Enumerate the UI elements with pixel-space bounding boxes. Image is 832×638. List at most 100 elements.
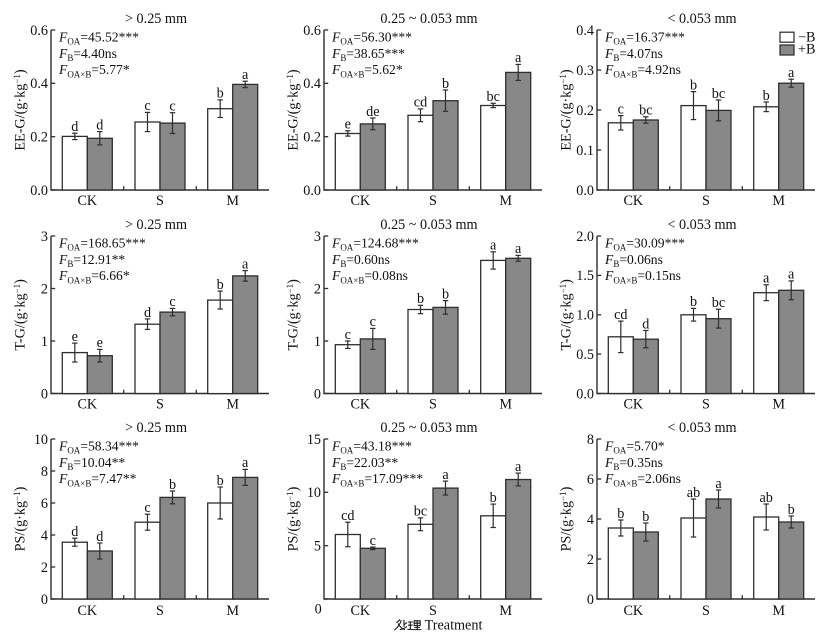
svg-text:bc: bc — [414, 504, 427, 520]
svg-text:0: 0 — [41, 592, 48, 608]
svg-text:0.2: 0.2 — [576, 103, 594, 119]
svg-text:FB=4.07ns: FB=4.07ns — [604, 46, 663, 63]
svg-text:FB=4.40ns: FB=4.40ns — [58, 46, 117, 63]
svg-text:FOA×B=6.66*: FOA×B=6.66* — [58, 268, 130, 285]
svg-text:3: 3 — [314, 229, 321, 245]
svg-text:e: e — [72, 329, 78, 345]
svg-text:2: 2 — [41, 281, 48, 297]
svg-text:FOA×B=7.47**: FOA×B=7.47** — [58, 471, 137, 488]
svg-text:S: S — [156, 396, 164, 412]
svg-text:< 0.053 mm: < 0.053 mm — [667, 217, 736, 233]
svg-text:10: 10 — [34, 432, 48, 448]
svg-text:cd: cd — [414, 95, 427, 111]
svg-text:FB=22.03**: FB=22.03** — [331, 455, 398, 472]
svg-text:0: 0 — [41, 386, 48, 402]
svg-text:0.2: 0.2 — [303, 130, 321, 146]
svg-text:S: S — [429, 396, 437, 412]
svg-text:EE-G/(g·kg−1): EE-G/(g·kg−1) — [12, 69, 29, 151]
svg-text:3: 3 — [41, 229, 48, 245]
svg-text:FOA×B=5.77*: FOA×B=5.77* — [58, 62, 130, 79]
svg-text:b: b — [217, 277, 224, 293]
svg-text:a: a — [515, 50, 522, 66]
svg-text:PS/(g·kg−1): PS/(g·kg−1) — [558, 486, 575, 551]
svg-text:a: a — [242, 67, 249, 83]
svg-text:S: S — [156, 193, 164, 209]
svg-text:b: b — [417, 291, 424, 307]
svg-text:0.3: 0.3 — [576, 63, 594, 79]
svg-text:FB=10.04**: FB=10.04** — [58, 455, 125, 472]
svg-text:10: 10 — [307, 485, 321, 501]
svg-text:0: 0 — [587, 592, 594, 608]
svg-text:FOA×B=2.06ns: FOA×B=2.06ns — [604, 471, 681, 488]
svg-text:Treatment: Treatment — [425, 618, 483, 634]
svg-text:S: S — [702, 193, 710, 209]
svg-text:1: 1 — [41, 334, 48, 350]
svg-text:b: b — [442, 286, 449, 302]
svg-text:a: a — [442, 467, 449, 483]
svg-text:a: a — [515, 459, 522, 475]
svg-text:e: e — [345, 117, 351, 133]
svg-text:5: 5 — [314, 539, 321, 555]
svg-text:0.0: 0.0 — [303, 183, 321, 199]
svg-text:4: 4 — [41, 528, 48, 544]
svg-text:0.6: 0.6 — [303, 23, 321, 39]
svg-text:M: M — [499, 396, 512, 412]
svg-text:6: 6 — [587, 472, 594, 488]
svg-text:< 0.053 mm: < 0.053 mm — [667, 420, 736, 436]
svg-text:FOA=58.34***: FOA=58.34*** — [58, 439, 139, 456]
svg-text:0.4: 0.4 — [30, 76, 48, 92]
svg-text:T-G/(g·kg−1): T-G/(g·kg−1) — [558, 279, 575, 351]
svg-text:4: 4 — [587, 512, 594, 528]
svg-text:CK: CK — [623, 193, 643, 209]
svg-text:S: S — [429, 603, 437, 619]
svg-text:FB=0.60ns: FB=0.60ns — [331, 252, 390, 269]
svg-text:T-G/(g·kg−1): T-G/(g·kg−1) — [285, 279, 302, 351]
svg-text:M: M — [226, 396, 239, 412]
svg-text:0.0: 0.0 — [576, 183, 594, 199]
svg-text:1.0: 1.0 — [576, 308, 594, 324]
svg-text:b: b — [788, 502, 795, 518]
svg-text:FOA=168.65***: FOA=168.65*** — [58, 236, 146, 253]
svg-text:FOA=43.18***: FOA=43.18*** — [331, 439, 412, 456]
svg-text:b: b — [642, 509, 649, 525]
svg-text:> 0.25 mm: > 0.25 mm — [125, 420, 187, 436]
svg-text:d: d — [71, 524, 78, 540]
svg-text:0.4: 0.4 — [303, 76, 321, 92]
svg-text:b: b — [763, 88, 770, 104]
svg-text:6: 6 — [41, 496, 48, 512]
svg-text:FOA=56.30***: FOA=56.30*** — [331, 30, 412, 47]
svg-text:c: c — [144, 500, 150, 516]
svg-text:d: d — [71, 119, 78, 135]
svg-text:2.0: 2.0 — [576, 229, 594, 245]
svg-text:0.2: 0.2 — [30, 130, 48, 146]
svg-text:a: a — [715, 476, 722, 492]
svg-text:FOA=16.37***: FOA=16.37*** — [604, 30, 685, 47]
svg-text:b: b — [217, 86, 224, 102]
svg-text:d: d — [144, 305, 151, 321]
svg-text:0: 0 — [315, 602, 322, 618]
svg-text:b: b — [217, 473, 224, 489]
svg-text:a: a — [242, 256, 249, 272]
svg-text:M: M — [499, 193, 512, 209]
svg-text:a: a — [763, 271, 770, 287]
svg-text:1.5: 1.5 — [576, 268, 594, 284]
svg-text:c: c — [169, 99, 175, 115]
svg-text:0.6: 0.6 — [30, 23, 48, 39]
svg-text:c: c — [144, 98, 150, 114]
svg-text:FOA=124.68***: FOA=124.68*** — [331, 236, 419, 253]
svg-text:PS/(g·kg−1): PS/(g·kg−1) — [12, 486, 29, 551]
svg-text:b: b — [617, 506, 624, 522]
svg-text:CK: CK — [350, 396, 370, 412]
svg-text:CK: CK — [77, 193, 97, 209]
svg-text:b: b — [442, 76, 449, 92]
svg-text:CK: CK — [77, 603, 97, 619]
svg-text:M: M — [772, 193, 785, 209]
svg-text:CK: CK — [350, 603, 370, 619]
svg-text:0.25 ~ 0.053 mm: 0.25 ~ 0.053 mm — [380, 11, 477, 27]
svg-text:T-G/(g·kg−1): T-G/(g·kg−1) — [12, 279, 29, 351]
svg-text:FB=0.06ns: FB=0.06ns — [604, 252, 663, 269]
svg-text:0.25 ~ 0.053 mm: 0.25 ~ 0.053 mm — [380, 217, 477, 233]
svg-text:FB=0.35ns: FB=0.35ns — [604, 455, 663, 472]
svg-text:a: a — [788, 65, 795, 81]
svg-text:2: 2 — [41, 560, 48, 576]
